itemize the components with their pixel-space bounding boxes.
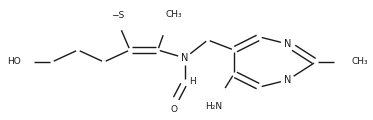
Text: CH₃: CH₃ xyxy=(166,10,182,19)
Text: N: N xyxy=(284,39,291,49)
Text: CH₃: CH₃ xyxy=(352,57,368,66)
Text: H: H xyxy=(189,78,195,87)
Text: O: O xyxy=(170,105,177,114)
Text: N: N xyxy=(284,75,291,85)
Text: H₂N: H₂N xyxy=(205,102,222,111)
Text: N: N xyxy=(181,53,188,63)
Text: HO: HO xyxy=(7,57,21,66)
Text: −S: −S xyxy=(111,11,125,20)
